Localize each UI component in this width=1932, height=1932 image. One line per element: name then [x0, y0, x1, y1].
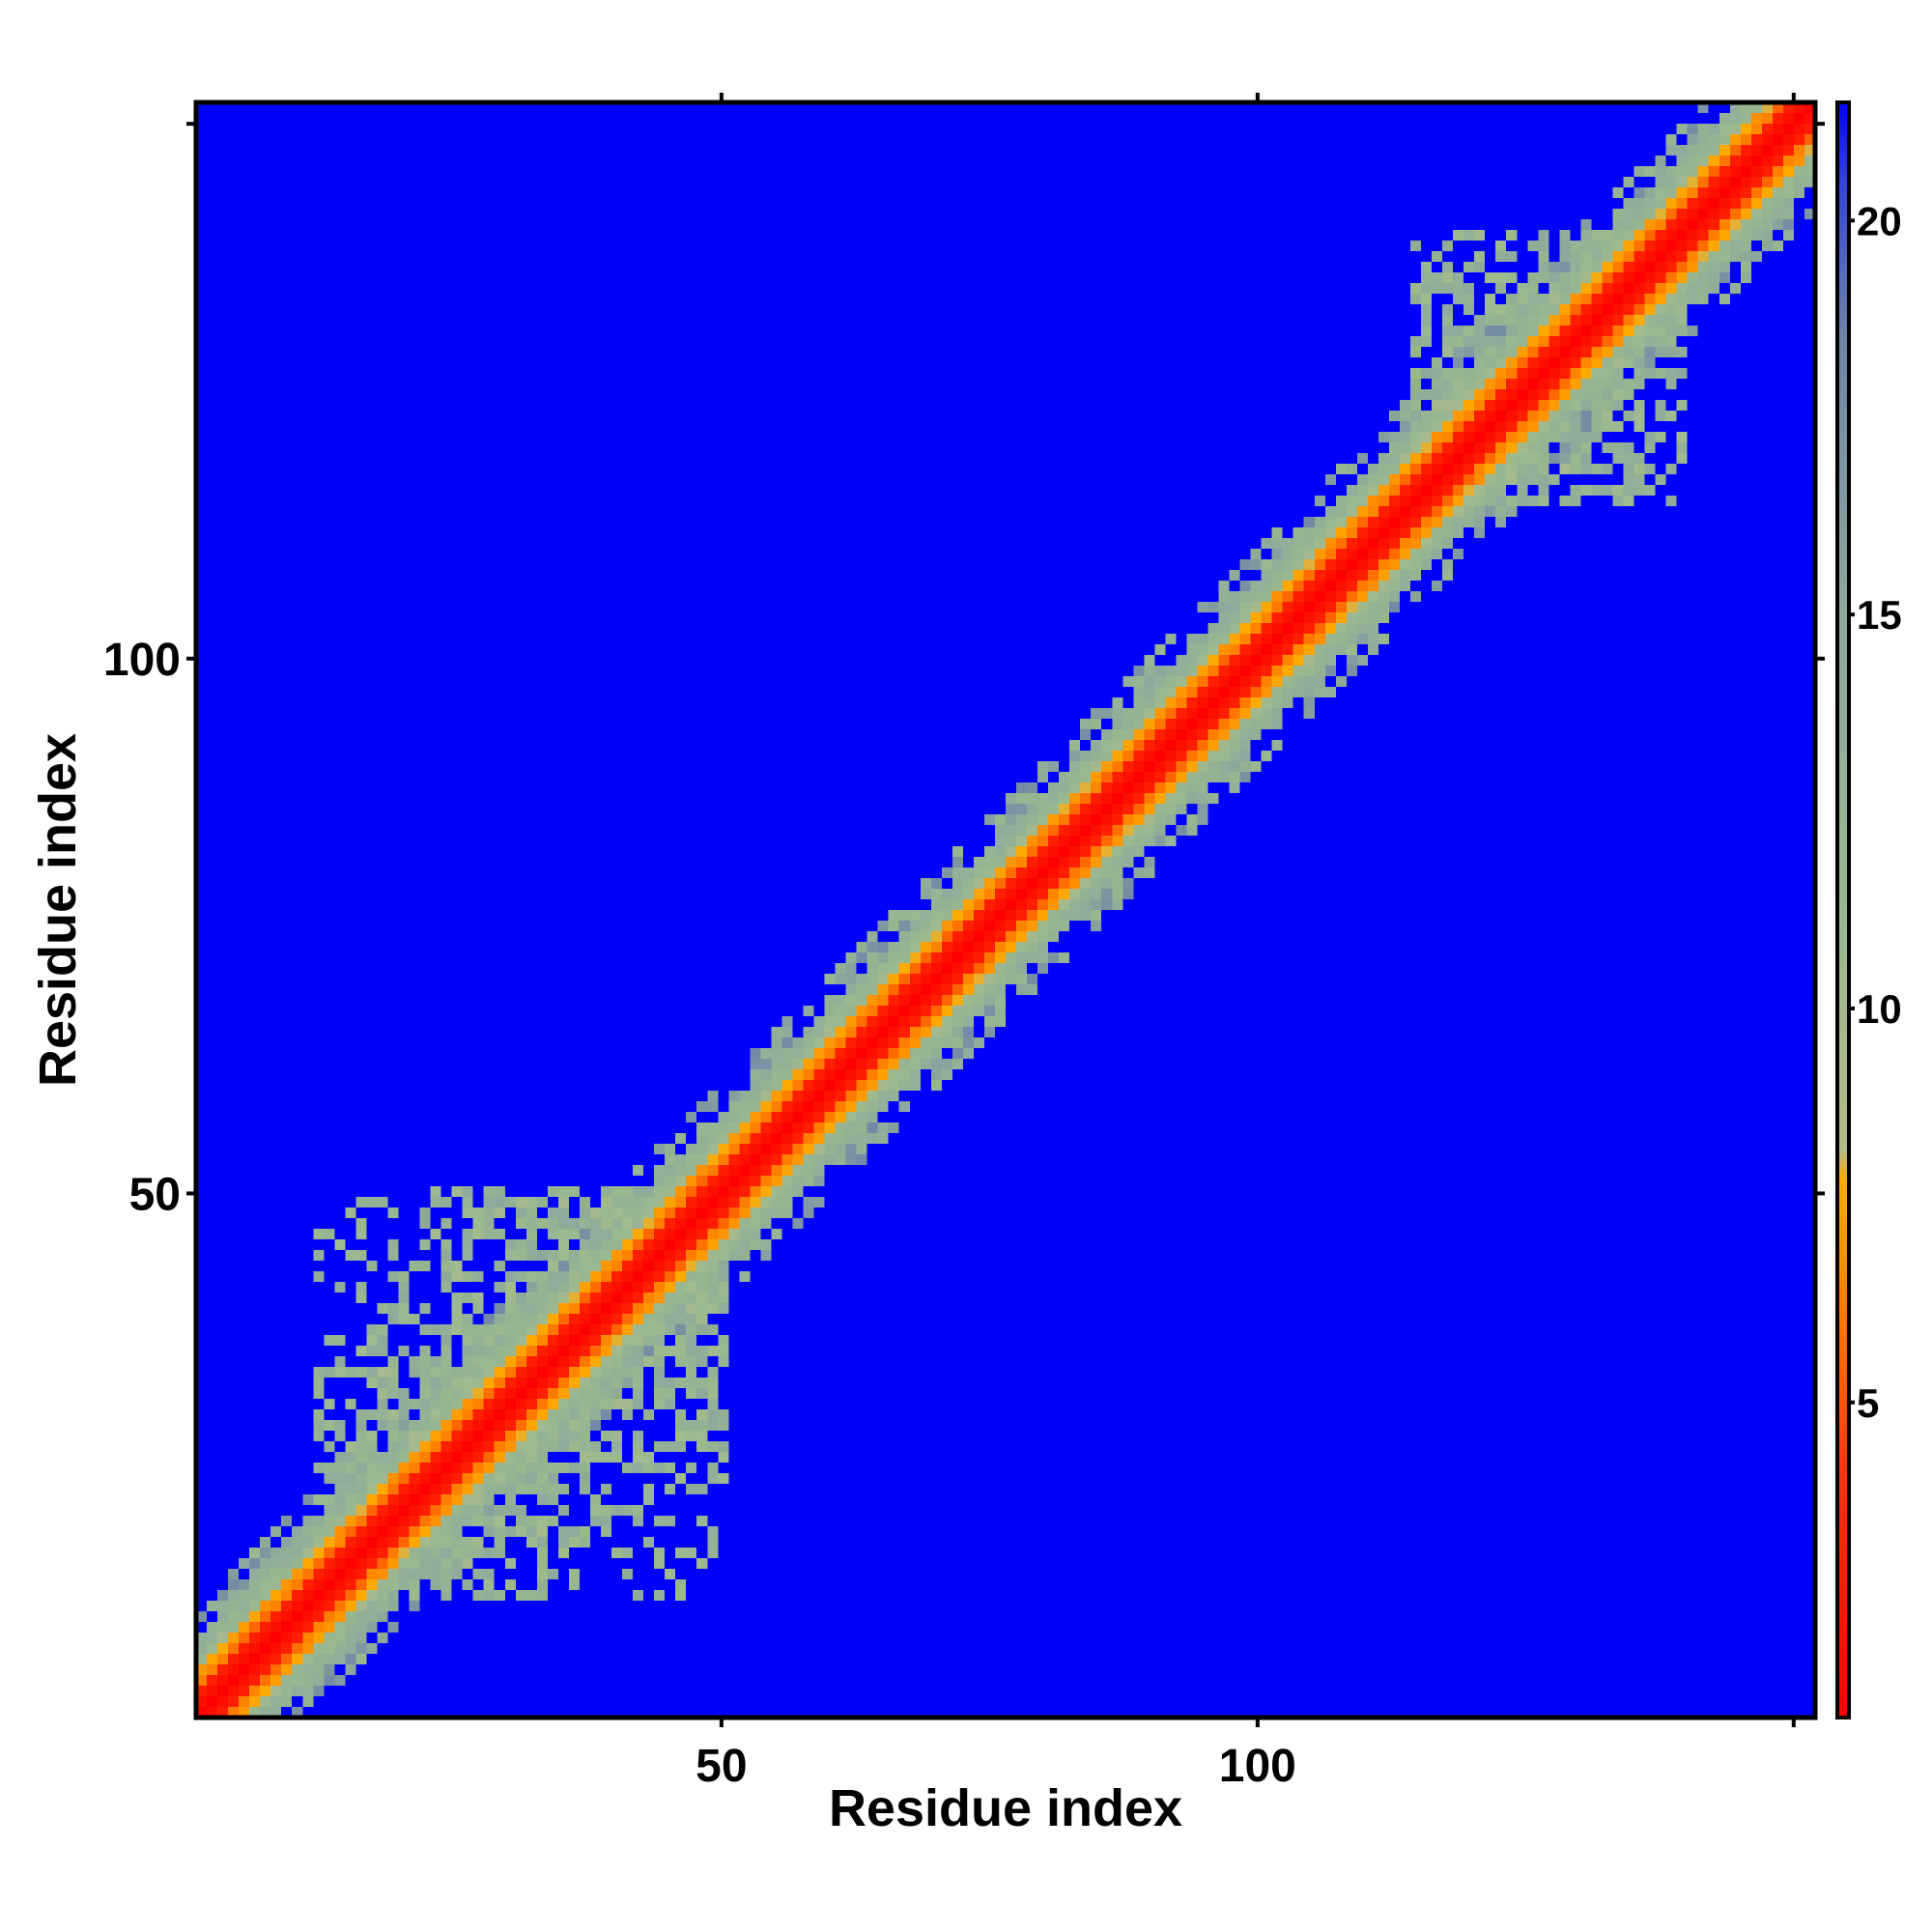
colorbar: 5 10 15 20	[1835, 100, 1902, 1719]
colorbar-ticks: 5 10 15 20	[1849, 198, 1902, 1426]
y-tick-label: 100	[103, 635, 181, 686]
heatmap-cells	[196, 102, 1815, 1718]
top-axis-ticks	[719, 93, 1796, 102]
colorbar-frame	[1835, 100, 1851, 1719]
y-axis: 50 100	[103, 122, 196, 1220]
x-axis: 50 100	[696, 1718, 1796, 1792]
colorbar-tick-label: 10	[1857, 986, 1902, 1032]
plot-frame	[193, 99, 1818, 1720]
colorbar-tick-label: 20	[1857, 198, 1902, 243]
x-tick-label: 50	[696, 1741, 747, 1792]
colorbar-tick-label: 15	[1857, 592, 1902, 638]
colorbar-tick-label: 5	[1857, 1380, 1879, 1426]
colorbar-fill	[1837, 102, 1849, 1718]
heatmap-area	[193, 99, 1818, 1720]
x-axis-title: Residue index	[829, 1779, 1182, 1837]
y-axis-title: Residue index	[29, 733, 87, 1087]
y-tick-label: 50	[129, 1169, 181, 1220]
right-axis-ticks	[1815, 122, 1825, 1196]
x-tick-label: 100	[1219, 1741, 1296, 1792]
